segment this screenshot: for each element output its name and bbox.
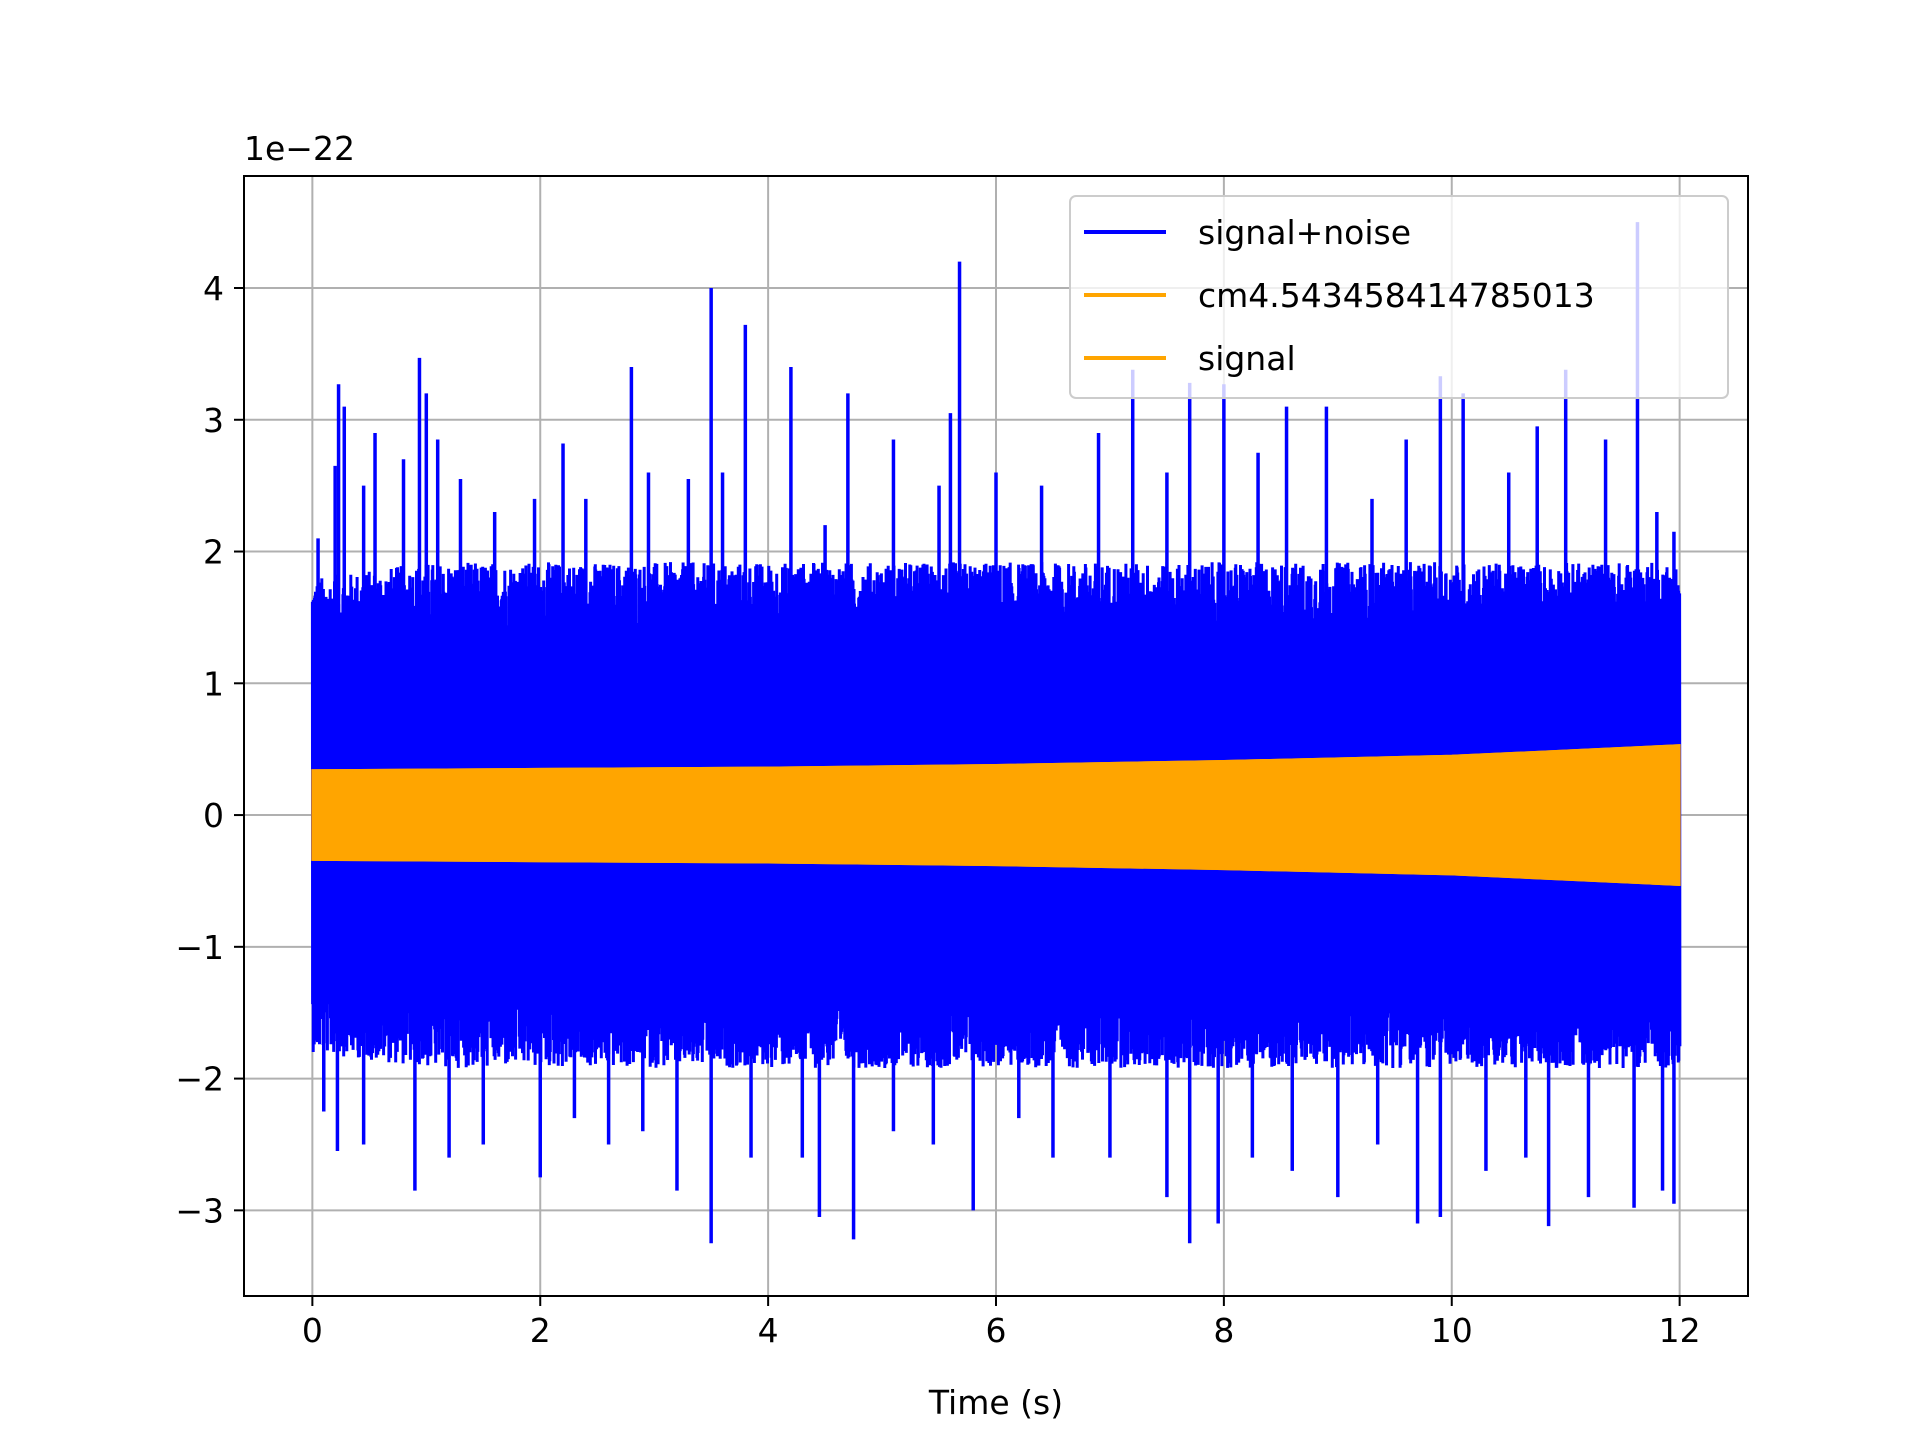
legend-label: signal xyxy=(1198,339,1296,378)
y-tick-label: 3 xyxy=(203,401,224,440)
y-tick-label: 0 xyxy=(203,796,224,835)
legend-label: signal+noise xyxy=(1198,213,1411,252)
legend: signal+noise cm4.543458414785013 signal xyxy=(1069,195,1729,399)
legend-box xyxy=(1069,195,1729,399)
x-tick-label: 12 xyxy=(1659,1311,1701,1350)
y-tick-label: −3 xyxy=(175,1191,224,1230)
series-layer xyxy=(310,222,1682,1244)
x-tick-label: 2 xyxy=(530,1311,551,1350)
x-tick-label: 4 xyxy=(758,1311,779,1350)
y-offset-label: 1e−22 xyxy=(244,129,355,168)
legend-label: cm4.543458414785013 xyxy=(1198,276,1595,315)
x-tick-label: 8 xyxy=(1213,1311,1234,1350)
y-tick-label: 1 xyxy=(203,664,224,703)
y-tick-label: 4 xyxy=(203,269,224,308)
x-tick-label: 0 xyxy=(302,1311,323,1350)
y-tick-label: −2 xyxy=(175,1060,224,1099)
y-tick-label: −1 xyxy=(175,928,224,967)
x-tick-label: 10 xyxy=(1431,1311,1473,1350)
x-tick-label: 6 xyxy=(986,1311,1007,1350)
y-tick-label: 2 xyxy=(203,533,224,572)
series-band-1 xyxy=(311,744,1681,886)
x-axis-label: Time (s) xyxy=(928,1383,1063,1422)
